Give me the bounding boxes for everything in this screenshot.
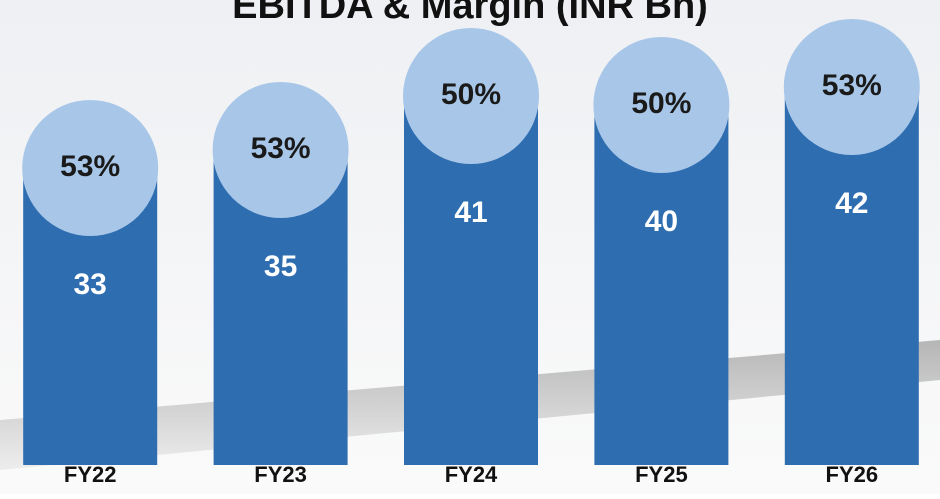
x-tick-label: FY26 <box>826 462 879 487</box>
margin-label: 50% <box>441 78 501 111</box>
bar-value-label: 41 <box>454 196 487 229</box>
margin-circle <box>212 82 349 218</box>
margin-label: 53% <box>251 132 311 165</box>
bar-value-label: 42 <box>835 187 868 220</box>
margin-label: 50% <box>631 87 691 120</box>
x-tick-label: FY22 <box>64 462 117 487</box>
bar-value-label: 40 <box>645 205 678 238</box>
margin-circle <box>783 19 920 155</box>
x-tick-label: FY25 <box>635 462 688 487</box>
margin-label: 53% <box>822 69 882 102</box>
margin-circle <box>22 100 159 236</box>
margin-circle <box>403 28 539 164</box>
x-tick-label: FY23 <box>254 462 307 487</box>
margin-circle <box>593 37 730 173</box>
margin-label: 53% <box>60 150 120 183</box>
bar-value-label: 33 <box>74 268 107 301</box>
chart-title: EBITDA & Margin (INR Bn) <box>232 0 708 27</box>
x-tick-label: FY24 <box>445 462 498 487</box>
bar-value-label: 35 <box>264 250 297 283</box>
